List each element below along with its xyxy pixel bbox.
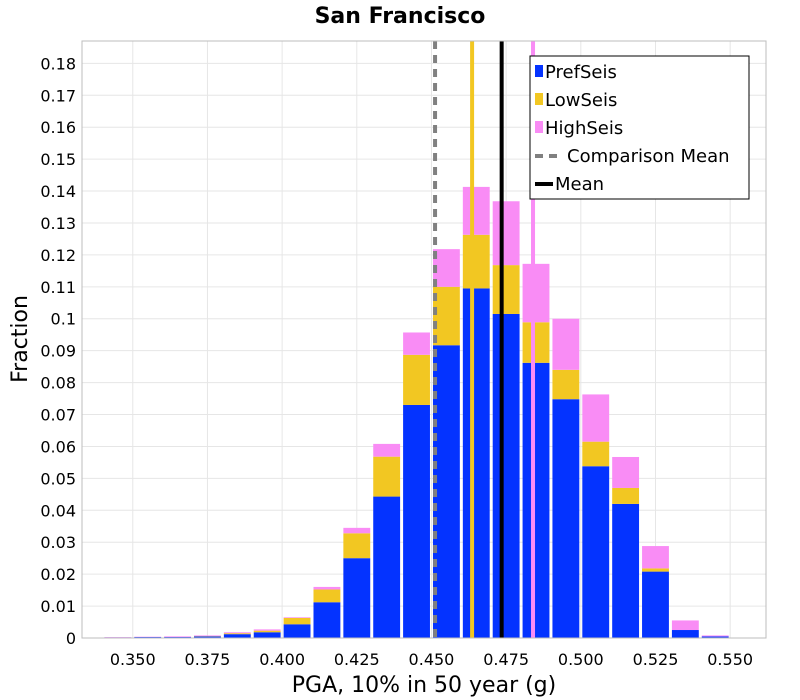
- y-tick-label: 0.14: [40, 182, 76, 201]
- y-tick-label: 0: [66, 629, 76, 648]
- x-tick-label: 0.450: [409, 650, 455, 669]
- x-tick-label: 0.550: [707, 650, 753, 669]
- bar-prefseis: [552, 399, 580, 638]
- x-tick-label: 0.375: [185, 650, 231, 669]
- bar-lowseis: [283, 617, 311, 625]
- y-axis-ticks: 0 0.01 0.02 0.03 0.04 0.05 0.06 0.07 0.08 0.09 0.1…: [40, 54, 76, 648]
- y-tick-label: 0.03: [40, 533, 76, 552]
- bar-prefseis: [642, 571, 669, 638]
- y-tick-label: 0.11: [40, 278, 76, 297]
- bar-prefseis: [612, 503, 640, 638]
- y-tick-label: 0.09: [40, 342, 76, 361]
- bar-lowseis: [403, 354, 430, 405]
- bar-highseis: [701, 635, 729, 637]
- bar-prefseis: [671, 630, 699, 638]
- bar-lowseis: [612, 487, 640, 504]
- y-tick-label: 0.05: [40, 469, 76, 488]
- legend-label-lowseis: LowSeis: [545, 90, 617, 111]
- legend-label-mean: Mean: [555, 174, 604, 195]
- bar-lowseis: [642, 568, 669, 572]
- bar-lowseis: [313, 589, 341, 603]
- bar-prefseis: [462, 288, 490, 638]
- y-tick-label: 0.07: [40, 406, 76, 425]
- bar-prefseis: [582, 466, 610, 638]
- x-tick-label: 0.500: [558, 650, 604, 669]
- y-tick-label: 0.15: [40, 150, 76, 169]
- bar-prefseis: [313, 602, 341, 638]
- x-axis-label: PGA, 10% in 50 year (g): [292, 673, 556, 698]
- bars-layer: [104, 186, 729, 638]
- y-tick-label: 0.04: [40, 501, 76, 520]
- plot-frame: [81, 40, 767, 639]
- bar-highseis: [194, 635, 221, 637]
- y-tick-label: 0.13: [40, 214, 76, 233]
- y-tick-label: 0.06: [40, 437, 76, 456]
- bar-prefseis: [403, 404, 430, 638]
- legend-label-comparison-mean: Comparison Mean: [567, 146, 730, 167]
- y-tick-label: 0.18: [40, 54, 76, 73]
- legend-box: [529, 55, 750, 200]
- y-tick-label: 0.08: [40, 374, 76, 393]
- bar-lowseis: [223, 633, 251, 635]
- bar-highseis: [403, 332, 430, 355]
- x-axis-ticks: 0.350 0.375 0.400 0.425 0.450 0.475 0.500 0.525…: [110, 650, 753, 669]
- bar-prefseis: [343, 558, 371, 638]
- bar-prefseis: [283, 624, 311, 638]
- bar-highseis: [552, 318, 580, 370]
- bar-lowseis: [343, 533, 371, 559]
- bar-lowseis: [432, 286, 460, 346]
- bar-lowseis: [582, 441, 610, 467]
- bar-prefseis: [522, 362, 550, 638]
- legend-swatch-highseis: [535, 121, 543, 133]
- x-tick-label: 0.425: [334, 650, 380, 669]
- y-tick-label: 0.01: [40, 597, 76, 616]
- bar-lowseis: [462, 234, 490, 289]
- legend-swatch-lowseis: [535, 93, 543, 105]
- bar-prefseis: [194, 636, 221, 638]
- x-tick-label: 0.350: [110, 650, 156, 669]
- y-tick-label: 0.12: [40, 246, 76, 265]
- y-tick-label: 0.17: [40, 86, 76, 105]
- legend-swatch-prefseis: [535, 65, 543, 77]
- y-tick-label: 0.02: [40, 565, 76, 584]
- bar-highseis: [343, 527, 371, 534]
- bar-highseis: [432, 249, 460, 287]
- x-tick-label: 0.475: [483, 650, 529, 669]
- bar-prefseis: [701, 636, 729, 638]
- bar-prefseis: [492, 313, 520, 638]
- bar-lowseis: [492, 265, 520, 314]
- bar-highseis: [612, 456, 640, 488]
- legend: PrefSeis LowSeis HighSeis Comparison Mea…: [529, 55, 750, 200]
- bar-highseis: [642, 546, 669, 569]
- bar-prefseis: [432, 345, 460, 638]
- bar-prefseis: [253, 632, 281, 638]
- bar-highseis: [671, 620, 699, 631]
- bar-highseis: [373, 443, 401, 457]
- bar-highseis: [492, 201, 520, 266]
- bar-highseis: [522, 263, 550, 323]
- bar-highseis: [164, 636, 192, 638]
- y-axis-label: Fraction: [8, 295, 33, 383]
- bar-prefseis: [373, 496, 401, 638]
- bar-highseis: [253, 629, 281, 631]
- bar-lowseis: [373, 456, 401, 497]
- bar-lowseis: [253, 630, 281, 633]
- y-tick-label: 0.1: [51, 310, 76, 329]
- bar-highseis: [582, 394, 610, 442]
- bar-lowseis: [552, 369, 580, 400]
- bar-highseis: [283, 617, 311, 618]
- legend-label-highseis: HighSeis: [545, 118, 623, 139]
- y-tick-label: 0.16: [40, 118, 76, 137]
- bar-highseis: [313, 586, 341, 590]
- bar-prefseis: [223, 634, 251, 638]
- bar-lowseis: [522, 322, 550, 363]
- x-tick-label: 0.525: [633, 650, 679, 669]
- bar-highseis: [462, 186, 490, 235]
- chart-title: San Francisco: [315, 4, 486, 29]
- legend-label-prefseis: PrefSeis: [545, 62, 617, 83]
- bar-highseis: [223, 632, 251, 634]
- x-tick-label: 0.400: [259, 650, 305, 669]
